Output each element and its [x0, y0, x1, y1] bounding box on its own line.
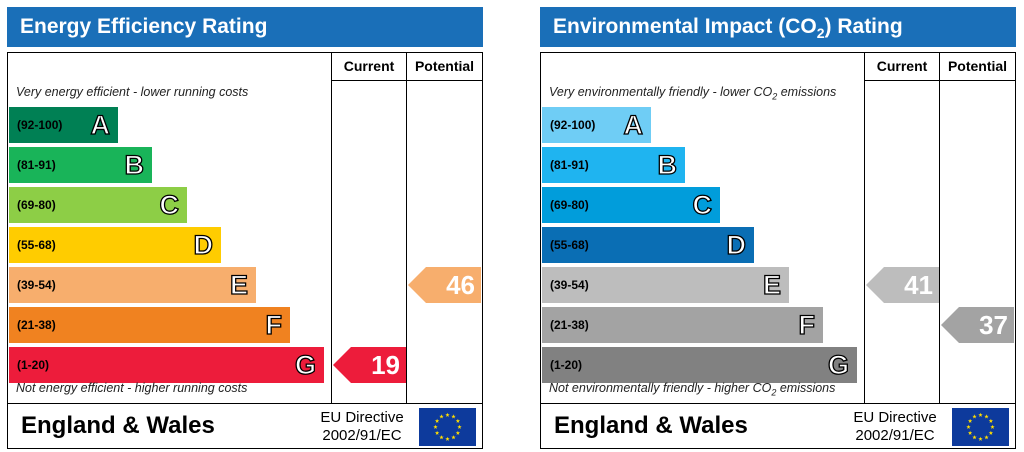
band-range-label: (39-54): [550, 278, 589, 292]
band-range-label: (21-38): [550, 318, 589, 332]
rating-band-c: (69-80) C: [542, 187, 720, 223]
band-range-label: (81-91): [550, 158, 589, 172]
panel-title: Environmental Impact (CO2) Rating: [540, 7, 1016, 47]
band-range-label: (92-100): [17, 118, 63, 132]
current-column-header: Current: [876, 58, 928, 74]
rating-band-f: (21-38) F: [9, 307, 290, 343]
current-arrow-shape: [333, 347, 406, 383]
band-letter: F: [798, 309, 816, 340]
current-rating-value: 41: [904, 270, 933, 300]
potential-rating-value: 46: [446, 270, 475, 300]
rating-band-b: (81-91) B: [9, 147, 152, 183]
eu-directive: EU Directive 2002/91/EC: [853, 409, 937, 444]
eu-directive: EU Directive 2002/91/EC: [320, 409, 404, 444]
band-range-label: (55-68): [17, 238, 56, 252]
energy-efficiency-panel: Energy Efficiency Rating Current Potenti…: [7, 7, 483, 449]
band-range-label: (1-20): [17, 358, 50, 372]
current-rating-arrow: 41: [866, 267, 939, 303]
band-letter: B: [124, 149, 145, 180]
rating-band-f: (21-38) F: [542, 307, 823, 343]
band-letter: G: [294, 349, 316, 380]
top-note: Very environmentally friendly - lower CO…: [549, 85, 837, 102]
footer-region: England & Wales: [21, 412, 215, 439]
rating-chart: Current Potential Very environmentally f…: [540, 52, 1016, 404]
band-letter: F: [265, 309, 283, 340]
band-letter: E: [762, 269, 781, 300]
eu-flag-icon: [419, 408, 476, 446]
potential-rating-arrow: 46: [408, 267, 481, 303]
band-letter: A: [90, 109, 111, 140]
rating-band-a: (92-100) A: [9, 107, 118, 143]
rating-band-g: (1-20) G: [542, 347, 857, 383]
current-rating-arrow: 19: [333, 347, 406, 383]
band-letter: A: [623, 109, 644, 140]
band-letter: C: [692, 189, 713, 220]
footer-region: England & Wales: [554, 412, 748, 439]
band-range-label: (81-91): [17, 158, 56, 172]
rating-band-g: (1-20) G: [9, 347, 324, 383]
rating-band-e: (39-54) E: [9, 267, 256, 303]
band-letter: E: [229, 269, 248, 300]
band-letter: D: [726, 229, 747, 260]
band-letter: G: [827, 349, 849, 380]
potential-rating-arrow: 37: [941, 307, 1014, 343]
rating-band-b: (81-91) B: [542, 147, 685, 183]
top-note: Very energy efficient - lower running co…: [16, 85, 249, 99]
panel-footer: England & Wales EU Directive 2002/91/EC: [540, 403, 1016, 449]
rating-band-d: (55-68) D: [9, 227, 221, 263]
band-range-label: (21-38): [17, 318, 56, 332]
current-rating-value: 19: [371, 350, 400, 380]
band-range-label: (92-100): [550, 118, 596, 132]
rating-band-c: (69-80) C: [9, 187, 187, 223]
band-range-label: (1-20): [550, 358, 583, 372]
panel-title: Energy Efficiency Rating: [7, 7, 483, 47]
potential-arrow-shape: [941, 307, 1014, 343]
rating-band-e: (39-54) E: [542, 267, 789, 303]
band-range-label: (55-68): [550, 238, 589, 252]
current-column-header: Current: [343, 58, 395, 74]
environmental-impact-panel: Environmental Impact (CO2) Rating Curren…: [540, 7, 1016, 449]
rating-chart: Current Potential Very energy efficient …: [7, 52, 483, 404]
bottom-note: Not environmentally friendly - higher CO…: [549, 381, 836, 398]
band-range-label: (39-54): [17, 278, 56, 292]
band-range-label: (69-80): [550, 198, 589, 212]
potential-column-header: Potential: [414, 58, 475, 74]
current-arrow-shape: [866, 267, 939, 303]
band-letter: B: [657, 149, 678, 180]
band-letter: D: [193, 229, 214, 260]
rating-band-d: (55-68) D: [542, 227, 754, 263]
bottom-note: Not energy efficient - higher running co…: [16, 381, 248, 395]
rating-band-a: (92-100) A: [542, 107, 651, 143]
band-letter: C: [159, 189, 180, 220]
potential-rating-value: 37: [979, 310, 1008, 340]
band-range-label: (69-80): [17, 198, 56, 212]
potential-column-header: Potential: [947, 58, 1008, 74]
potential-arrow-shape: [408, 267, 481, 303]
eu-flag-icon: [952, 408, 1009, 446]
panel-footer: England & Wales EU Directive 2002/91/EC: [7, 403, 483, 449]
